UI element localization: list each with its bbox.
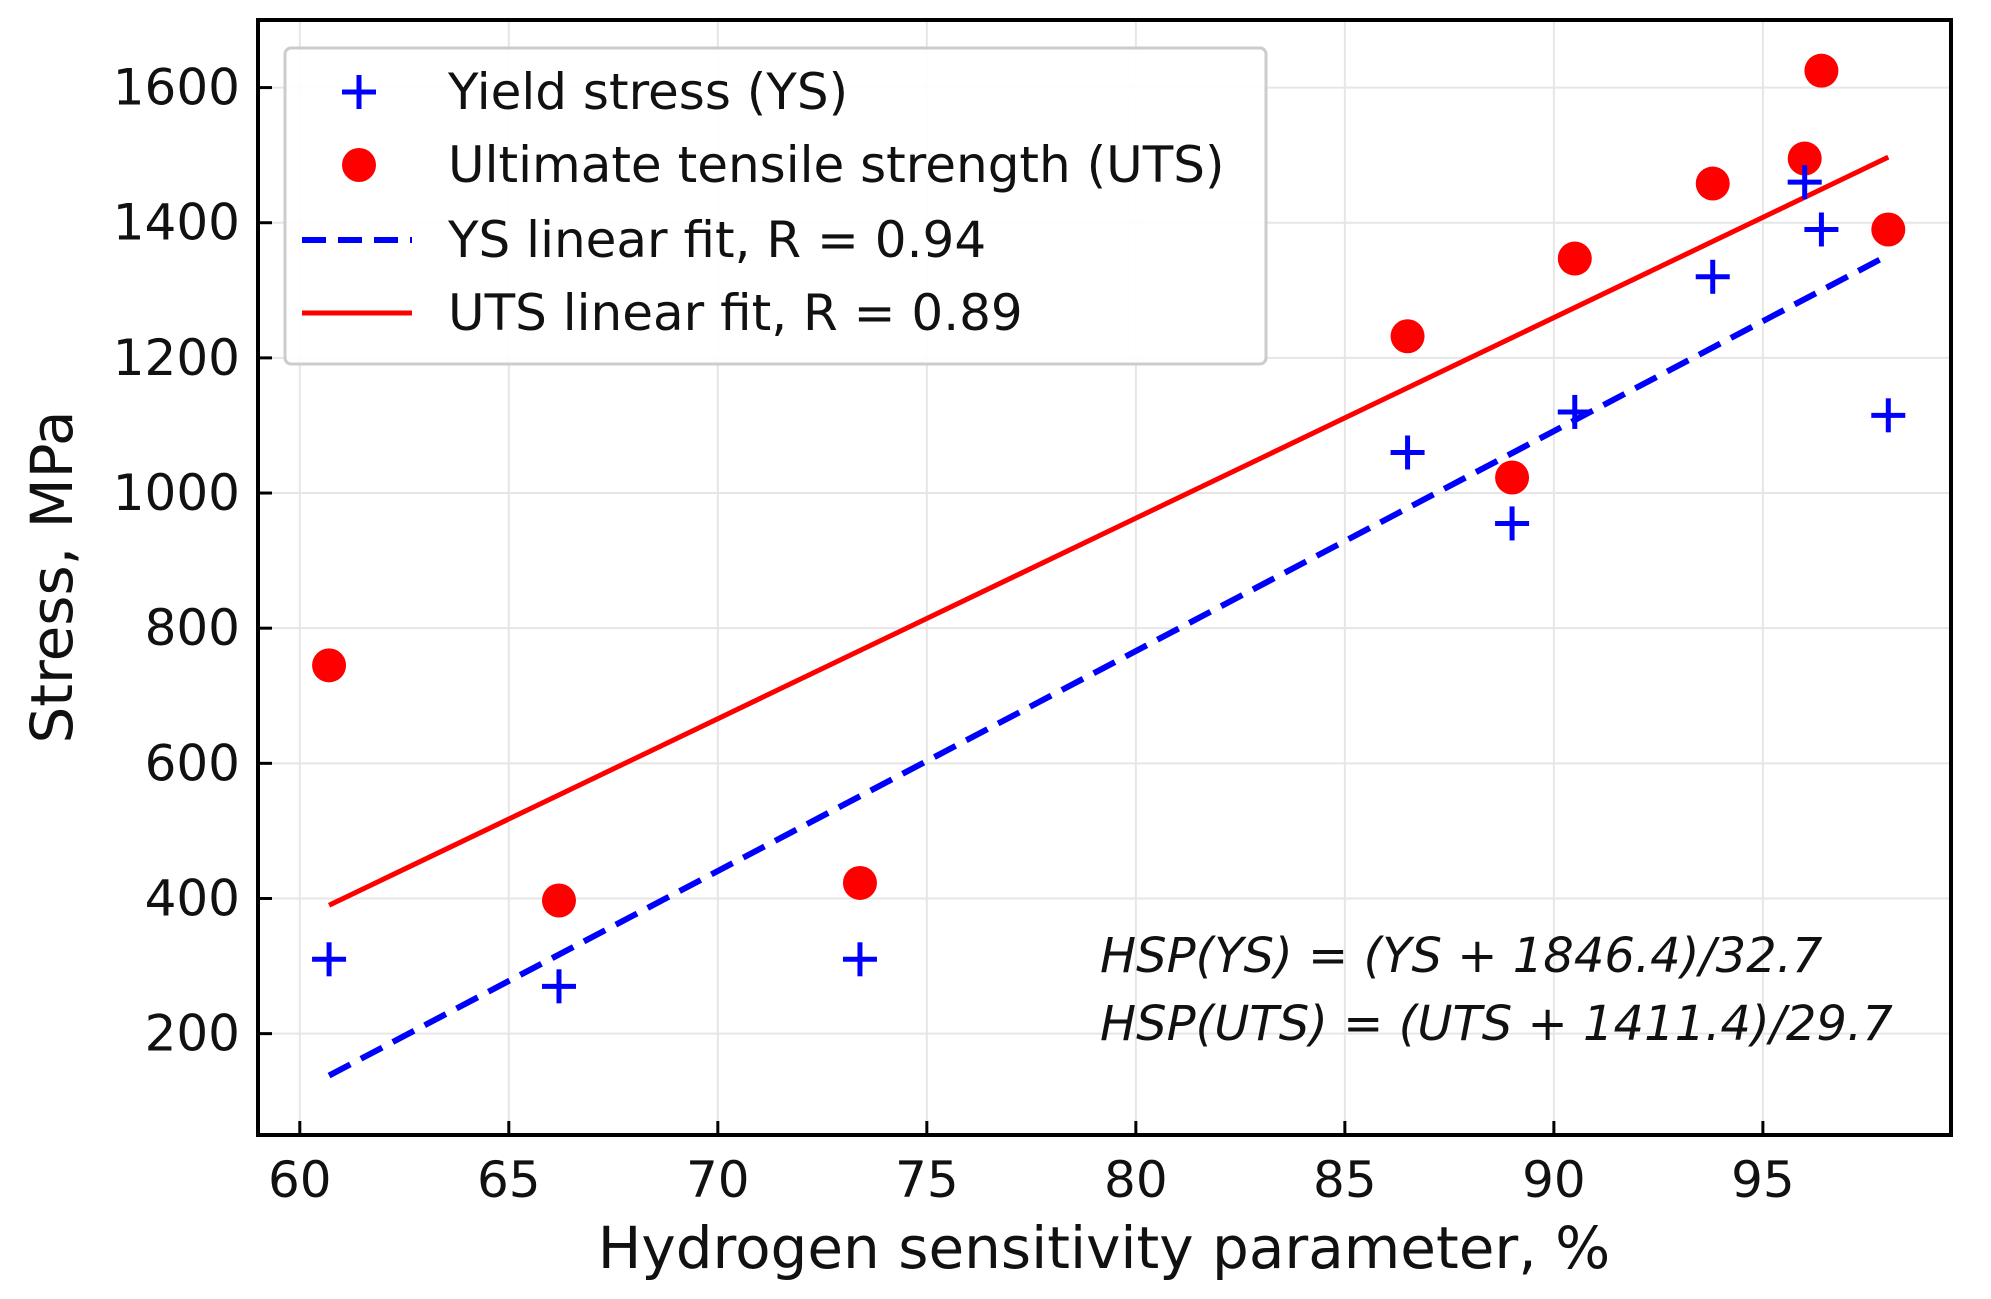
ys-point [1557,394,1592,429]
y-tick-label: 1400 [113,194,240,252]
legend-uts-marker [342,148,376,182]
y-tick-label: 1000 [113,464,240,522]
y-axis-title: Stress, MPa [18,410,86,743]
legend-label-ys: Yield stress (YS) [447,63,848,121]
legend: Yield stress (YS) Ultimate tensile stren… [283,46,1268,366]
y-tick-label: 600 [145,734,240,792]
legend-label-ys-fit: YS linear fit, R = 0.94 [447,211,986,269]
legend-box [283,46,1268,366]
ys-point [312,942,347,977]
x-tick-label: 70 [686,1151,750,1209]
uts-point [1557,241,1592,276]
ys-point [1804,212,1839,247]
ys-point [1787,165,1822,200]
y-tick-label: 400 [145,869,240,927]
uts-point [1787,141,1822,176]
legend-entry-ys-fit: YS linear fit, R = 0.94 [302,211,986,269]
x-axis-title: Hydrogen sensitivity parameter, % [598,1214,1610,1282]
x-tick-label: 80 [1104,1151,1168,1209]
uts-point [1804,53,1839,88]
plot-frame [256,18,1953,1137]
x-tick-label: 75 [895,1151,959,1209]
ys-fit-line [327,252,1890,1079]
ys-point [842,942,877,977]
uts-point [1695,166,1730,201]
ys-point [1390,435,1425,470]
equation-ys: HSP(YS) = (YS + 1846.4)/32.7 [1100,928,1823,984]
uts-point [541,883,576,918]
axis-ticks: 60 65 70 75 80 85 90 95 200 400 600 800 1000 1200 1400… [113,59,1795,1209]
plot-series [312,53,1906,1079]
uts-point [1495,460,1530,495]
ys-point [1495,506,1530,541]
x-tick-label: 95 [1731,1151,1795,1209]
legend-label-uts: Ultimate tensile strength (UTS) [448,136,1225,194]
x-tick-label: 60 [268,1151,332,1209]
legend-label-uts-fit: UTS linear fit, R = 0.89 [448,284,1023,342]
y-tick-label: 200 [145,1005,240,1063]
ys-point [1871,398,1906,433]
y-tick-label: 1600 [113,59,240,117]
x-tick-label: 85 [1313,1151,1377,1209]
legend-entry-uts: Ultimate tensile strength (UTS) [342,136,1225,194]
legend-entry-ys: Yield stress (YS) [342,63,848,121]
legend-entry-uts-fit: UTS linear fit, R = 0.89 [302,284,1023,342]
x-tick-label: 65 [477,1151,541,1209]
uts-point [1390,319,1425,354]
uts-point [312,648,347,683]
x-tick-label: 90 [1522,1151,1586,1209]
y-tick-label: 1200 [113,329,240,387]
uts-point [1871,212,1906,247]
uts-point [842,865,877,900]
y-tick-label: 800 [145,599,240,657]
ys-point [1695,259,1730,294]
ys-point [541,969,576,1004]
equation-uts: HSP(UTS) = (UTS + 1411.4)/29.7 [1100,996,1893,1052]
uts-fit-line [327,154,1890,908]
